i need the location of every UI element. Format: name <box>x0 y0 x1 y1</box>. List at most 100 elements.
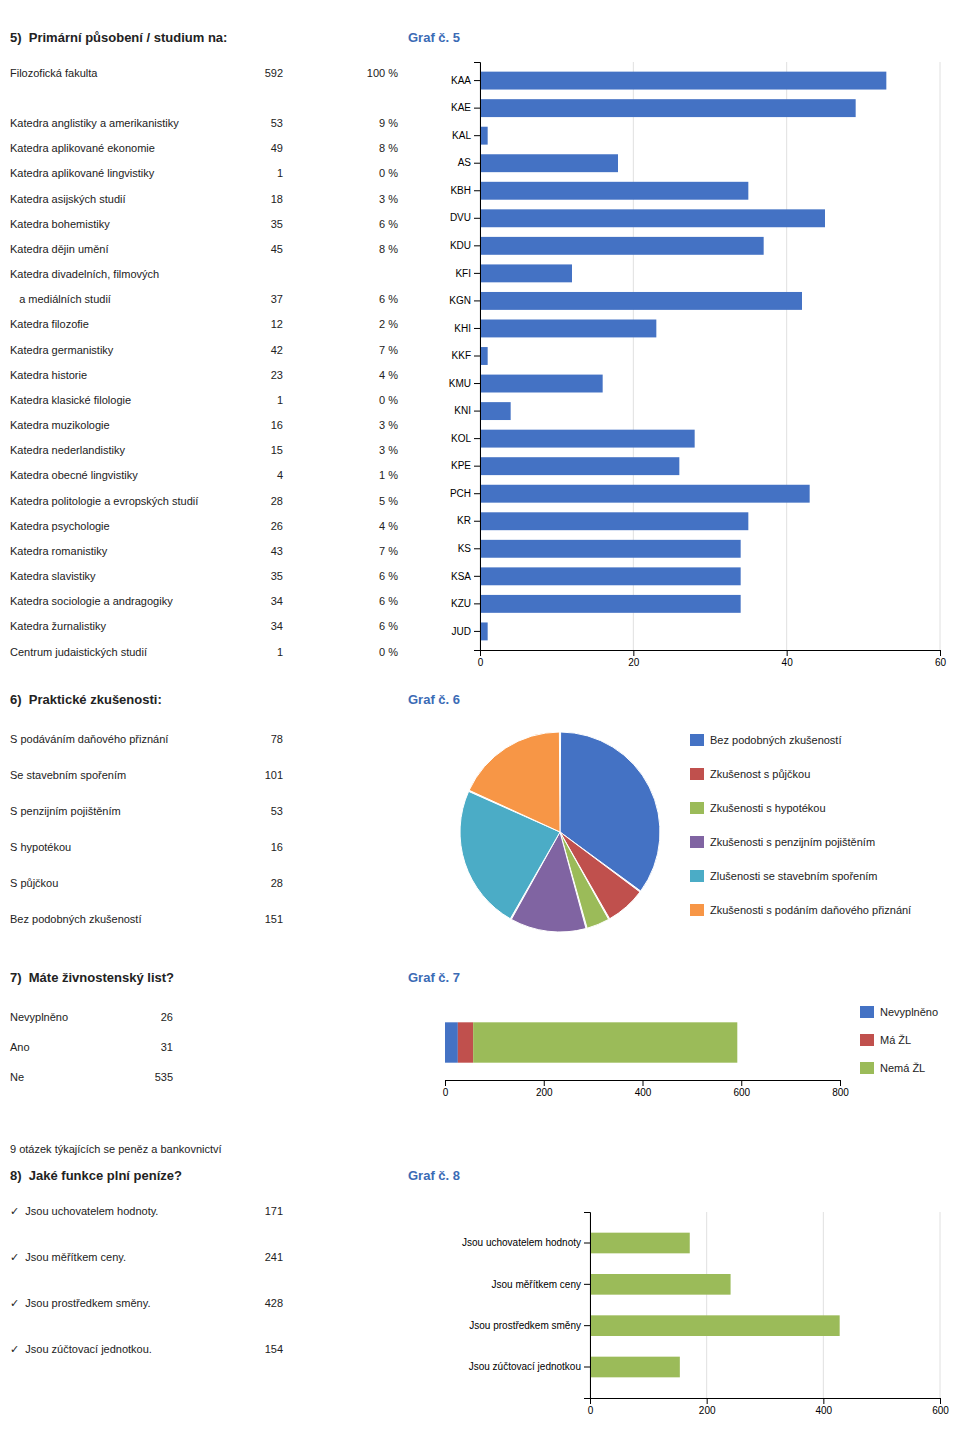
row-label: ✓ Jsou zúčtovací jednotkou. <box>10 1343 152 1355</box>
legend-label: Zkušenosti s hypotékou <box>710 802 826 814</box>
tick-mark <box>474 328 480 329</box>
axis-domain <box>481 651 941 657</box>
tick-label: 0 <box>478 657 484 668</box>
tick: 400 <box>635 1080 652 1098</box>
legend-swatch <box>690 734 704 746</box>
section-title: 6) Praktické zkušenosti: <box>10 692 162 707</box>
section-subtitle: Graf č. 7 <box>408 970 460 985</box>
bar <box>480 430 695 448</box>
row-label: Katedra dějin umění <box>10 243 108 255</box>
tick-label: KOL <box>451 433 471 444</box>
row-count: 428 <box>265 1297 283 1309</box>
x-axis: 0200400600 <box>588 1398 950 1416</box>
tick-mark <box>474 356 480 357</box>
tick-label: 600 <box>733 1087 750 1098</box>
tick: 600 <box>733 1080 750 1098</box>
row-label: S penzijním pojištěním <box>10 805 121 817</box>
row-percent: 6 % <box>379 293 398 305</box>
section: 6) Praktické zkušenosti:Graf č. 6S podáv… <box>10 692 911 932</box>
grid-line <box>786 62 787 650</box>
x-axis: 0200400600800 <box>443 1080 850 1098</box>
bar <box>480 457 679 475</box>
row-label: Ne <box>10 1071 24 1083</box>
row-count: 12 <box>271 318 283 330</box>
bar <box>480 595 741 613</box>
bars <box>590 1233 840 1378</box>
row-count: 28 <box>271 877 283 889</box>
tick-label: Jsou zúčtovací jednotkou <box>469 1361 581 1372</box>
tick-label: Jsou měřítkem ceny <box>492 1279 581 1290</box>
tick-mark <box>707 1398 708 1404</box>
tick: KNI <box>454 405 480 416</box>
tick: 0 <box>588 1398 594 1416</box>
tick-mark <box>474 135 480 136</box>
tick-mark <box>445 1080 446 1086</box>
legend-label: Zkušenosti s podáním daňového přiznání <box>710 904 911 916</box>
tick-mark <box>474 631 480 632</box>
row-count: 53 <box>271 117 283 129</box>
tick-mark <box>474 383 480 384</box>
tick-mark <box>474 300 480 301</box>
row-percent: 4 % <box>379 520 398 532</box>
bar <box>480 182 748 200</box>
row-count: 53 <box>271 805 283 817</box>
grid-line <box>940 62 941 650</box>
bar <box>480 127 488 145</box>
legend-label: Zkušenosti s penzijním pojištěním <box>710 836 875 848</box>
axis-domain <box>584 1213 591 1399</box>
legend-swatch <box>690 768 704 780</box>
row-count: 34 <box>271 595 283 607</box>
row-count: 26 <box>271 520 283 532</box>
legend-label: Nemá ŽL <box>880 1062 925 1074</box>
grid <box>480 62 940 650</box>
row-label: Katedra asijských studií <box>10 193 126 205</box>
tick-label: KR <box>457 515 471 526</box>
tick: Jsou uchovatelem hodnoty <box>462 1237 590 1248</box>
bar <box>480 99 856 117</box>
row-count: 241 <box>265 1251 283 1263</box>
bar <box>480 237 764 255</box>
row-percent: 6 % <box>379 595 398 607</box>
tick-label: KPE <box>451 460 471 471</box>
tick: KPE <box>451 460 480 471</box>
tick-label: 0 <box>443 1087 449 1098</box>
row-percent: 7 % <box>379 344 398 356</box>
section-subtitle: Graf č. 5 <box>408 30 460 45</box>
tick-label: PCH <box>450 488 471 499</box>
row-count: 34 <box>271 620 283 632</box>
row-count: 43 <box>271 545 283 557</box>
row-label: ✓ Jsou uchovatelem hodnoty. <box>10 1205 158 1217</box>
row-count: 18 <box>271 193 283 205</box>
row-count: 4 <box>277 469 283 481</box>
row-count: 151 <box>265 913 283 925</box>
bar <box>590 1274 731 1295</box>
bar <box>480 292 802 310</box>
tick-label: KFI <box>455 268 471 279</box>
tick: PCH <box>450 488 480 499</box>
bar <box>480 72 886 90</box>
legend-label: Má ŽL <box>880 1034 911 1046</box>
tick-mark <box>474 548 480 549</box>
section: 7) Máte živnostenský list?Graf č. 7Nevyp… <box>10 970 938 1098</box>
tick-mark <box>474 493 480 494</box>
legend-swatch <box>690 802 704 814</box>
tick-label: JUD <box>452 626 471 637</box>
bar-segment <box>473 1022 737 1062</box>
tick-mark <box>940 1398 941 1404</box>
tick-mark <box>633 650 634 656</box>
legend-swatch <box>690 904 704 916</box>
axis-domain <box>474 63 481 651</box>
tick-mark <box>584 1325 590 1326</box>
grid-line <box>706 1212 707 1398</box>
row-percent: 6 % <box>379 620 398 632</box>
tick: 200 <box>536 1080 553 1098</box>
tick-label: KBH <box>450 185 471 196</box>
bar <box>590 1357 680 1378</box>
tick-mark <box>643 1080 644 1086</box>
legend-swatch <box>690 836 704 848</box>
legend-label: Nevyplněno <box>880 1006 938 1018</box>
row-label: S podáváním daňového přiznání <box>10 733 168 745</box>
tick: JUD <box>452 626 480 637</box>
row-label: Centrum judaistických studií <box>10 646 147 658</box>
tick-label: KGN <box>449 295 471 306</box>
